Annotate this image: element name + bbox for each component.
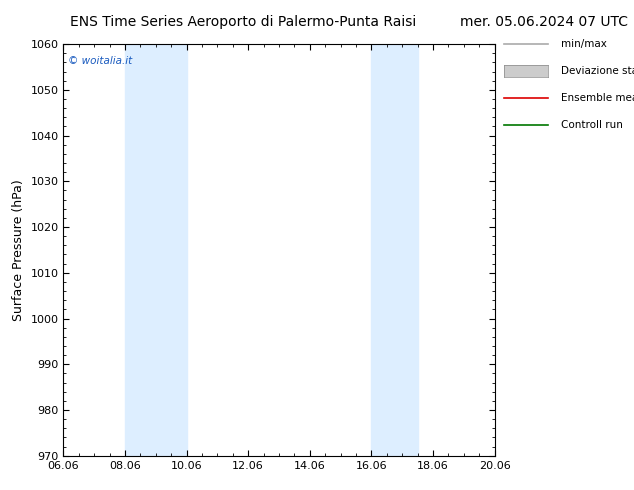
Text: © woitalia.it: © woitalia.it bbox=[68, 56, 132, 67]
Bar bbox=[125, 44, 186, 456]
Text: mer. 05.06.2024 07 UTC: mer. 05.06.2024 07 UTC bbox=[460, 15, 628, 29]
Y-axis label: Surface Pressure (hPa): Surface Pressure (hPa) bbox=[12, 179, 25, 321]
Text: min/max: min/max bbox=[561, 39, 607, 49]
Text: Ensemble mean run: Ensemble mean run bbox=[561, 93, 634, 103]
Text: Deviazione standard: Deviazione standard bbox=[561, 66, 634, 76]
Bar bbox=[372, 44, 418, 456]
Text: Controll run: Controll run bbox=[561, 120, 623, 130]
Text: ENS Time Series Aeroporto di Palermo-Punta Raisi: ENS Time Series Aeroporto di Palermo-Pun… bbox=[70, 15, 416, 29]
